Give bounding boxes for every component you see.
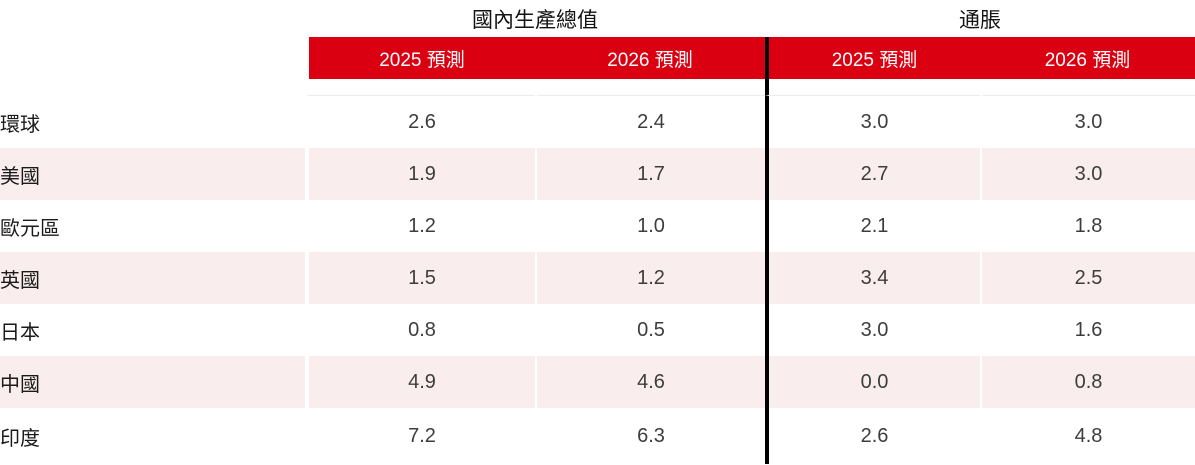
table-row-eurozone: 歐元區 1.2 1.0 2.1 1.8 — [0, 200, 1195, 252]
cell-inf-2025: 2.1 — [765, 200, 980, 252]
corner-blank — [0, 0, 305, 37]
cell-gdp-2026: 1.7 — [535, 148, 765, 200]
gdp-group-title: 國內生產總值 — [305, 0, 765, 37]
spacer-cell — [535, 79, 765, 96]
column-header-gdp-2025: 2025 預測 — [305, 37, 535, 79]
column-header-inf-2026: 2026 預測 — [980, 37, 1195, 79]
row-label: 環球 — [0, 96, 305, 148]
cell-gdp-2025: 2.6 — [305, 96, 535, 148]
spacer-blank — [0, 79, 305, 96]
cell-inf-2025: 3.0 — [765, 304, 980, 356]
cell-gdp-2026: 6.3 — [535, 408, 765, 464]
row-label: 美國 — [0, 148, 305, 200]
cell-gdp-2025: 1.2 — [305, 200, 535, 252]
cell-inf-2026: 3.0 — [980, 148, 1195, 200]
cell-inf-2026: 4.8 — [980, 408, 1195, 464]
table-row-global: 環球 2.6 2.4 3.0 3.0 — [0, 96, 1195, 148]
column-header-gdp-2026: 2026 預測 — [535, 37, 765, 79]
row-label: 歐元區 — [0, 200, 305, 252]
cell-inf-2026: 1.6 — [980, 304, 1195, 356]
spacer-cell — [765, 79, 980, 96]
cell-inf-2026: 3.0 — [980, 96, 1195, 148]
table-row-china: 中國 4.9 4.6 0.0 0.8 — [0, 356, 1195, 408]
cell-inf-2026: 1.8 — [980, 200, 1195, 252]
column-header-inf-2025: 2025 預測 — [765, 37, 980, 79]
cell-inf-2025: 3.0 — [765, 96, 980, 148]
cell-gdp-2025: 7.2 — [305, 408, 535, 464]
table-row-us: 美國 1.9 1.7 2.7 3.0 — [0, 148, 1195, 200]
table-row-india: 印度 7.2 6.3 2.6 4.8 — [0, 408, 1195, 464]
cell-gdp-2026: 1.0 — [535, 200, 765, 252]
cell-gdp-2026: 2.4 — [535, 96, 765, 148]
cell-gdp-2025: 1.9 — [305, 148, 535, 200]
row-label: 日本 — [0, 304, 305, 356]
cell-gdp-2025: 1.5 — [305, 252, 535, 304]
cell-gdp-2026: 4.6 — [535, 356, 765, 408]
group-title-row: 國內生產總值 通脹 — [0, 0, 1195, 37]
spacer-cell — [980, 79, 1195, 96]
cell-inf-2025: 3.4 — [765, 252, 980, 304]
table-row-uk: 英國 1.5 1.2 3.4 2.5 — [0, 252, 1195, 304]
cell-inf-2026: 2.5 — [980, 252, 1195, 304]
cell-inf-2025: 0.0 — [765, 356, 980, 408]
row-label: 印度 — [0, 408, 305, 464]
cell-gdp-2026: 1.2 — [535, 252, 765, 304]
subheader-row: 2025 預測 2026 預測 2025 預測 2026 預測 — [0, 37, 1195, 79]
spacer-cell — [305, 79, 535, 96]
cell-inf-2025: 2.7 — [765, 148, 980, 200]
table-row-japan: 日本 0.8 0.5 3.0 1.6 — [0, 304, 1195, 356]
row-label: 中國 — [0, 356, 305, 408]
cell-gdp-2025: 0.8 — [305, 304, 535, 356]
cell-inf-2025: 2.6 — [765, 408, 980, 464]
header-spacer-row — [0, 79, 1195, 96]
cell-inf-2026: 0.8 — [980, 356, 1195, 408]
subheader-blank — [0, 37, 305, 79]
cell-gdp-2025: 4.9 — [305, 356, 535, 408]
row-label: 英國 — [0, 252, 305, 304]
cell-gdp-2026: 0.5 — [535, 304, 765, 356]
inflation-group-title: 通脹 — [765, 0, 1195, 37]
